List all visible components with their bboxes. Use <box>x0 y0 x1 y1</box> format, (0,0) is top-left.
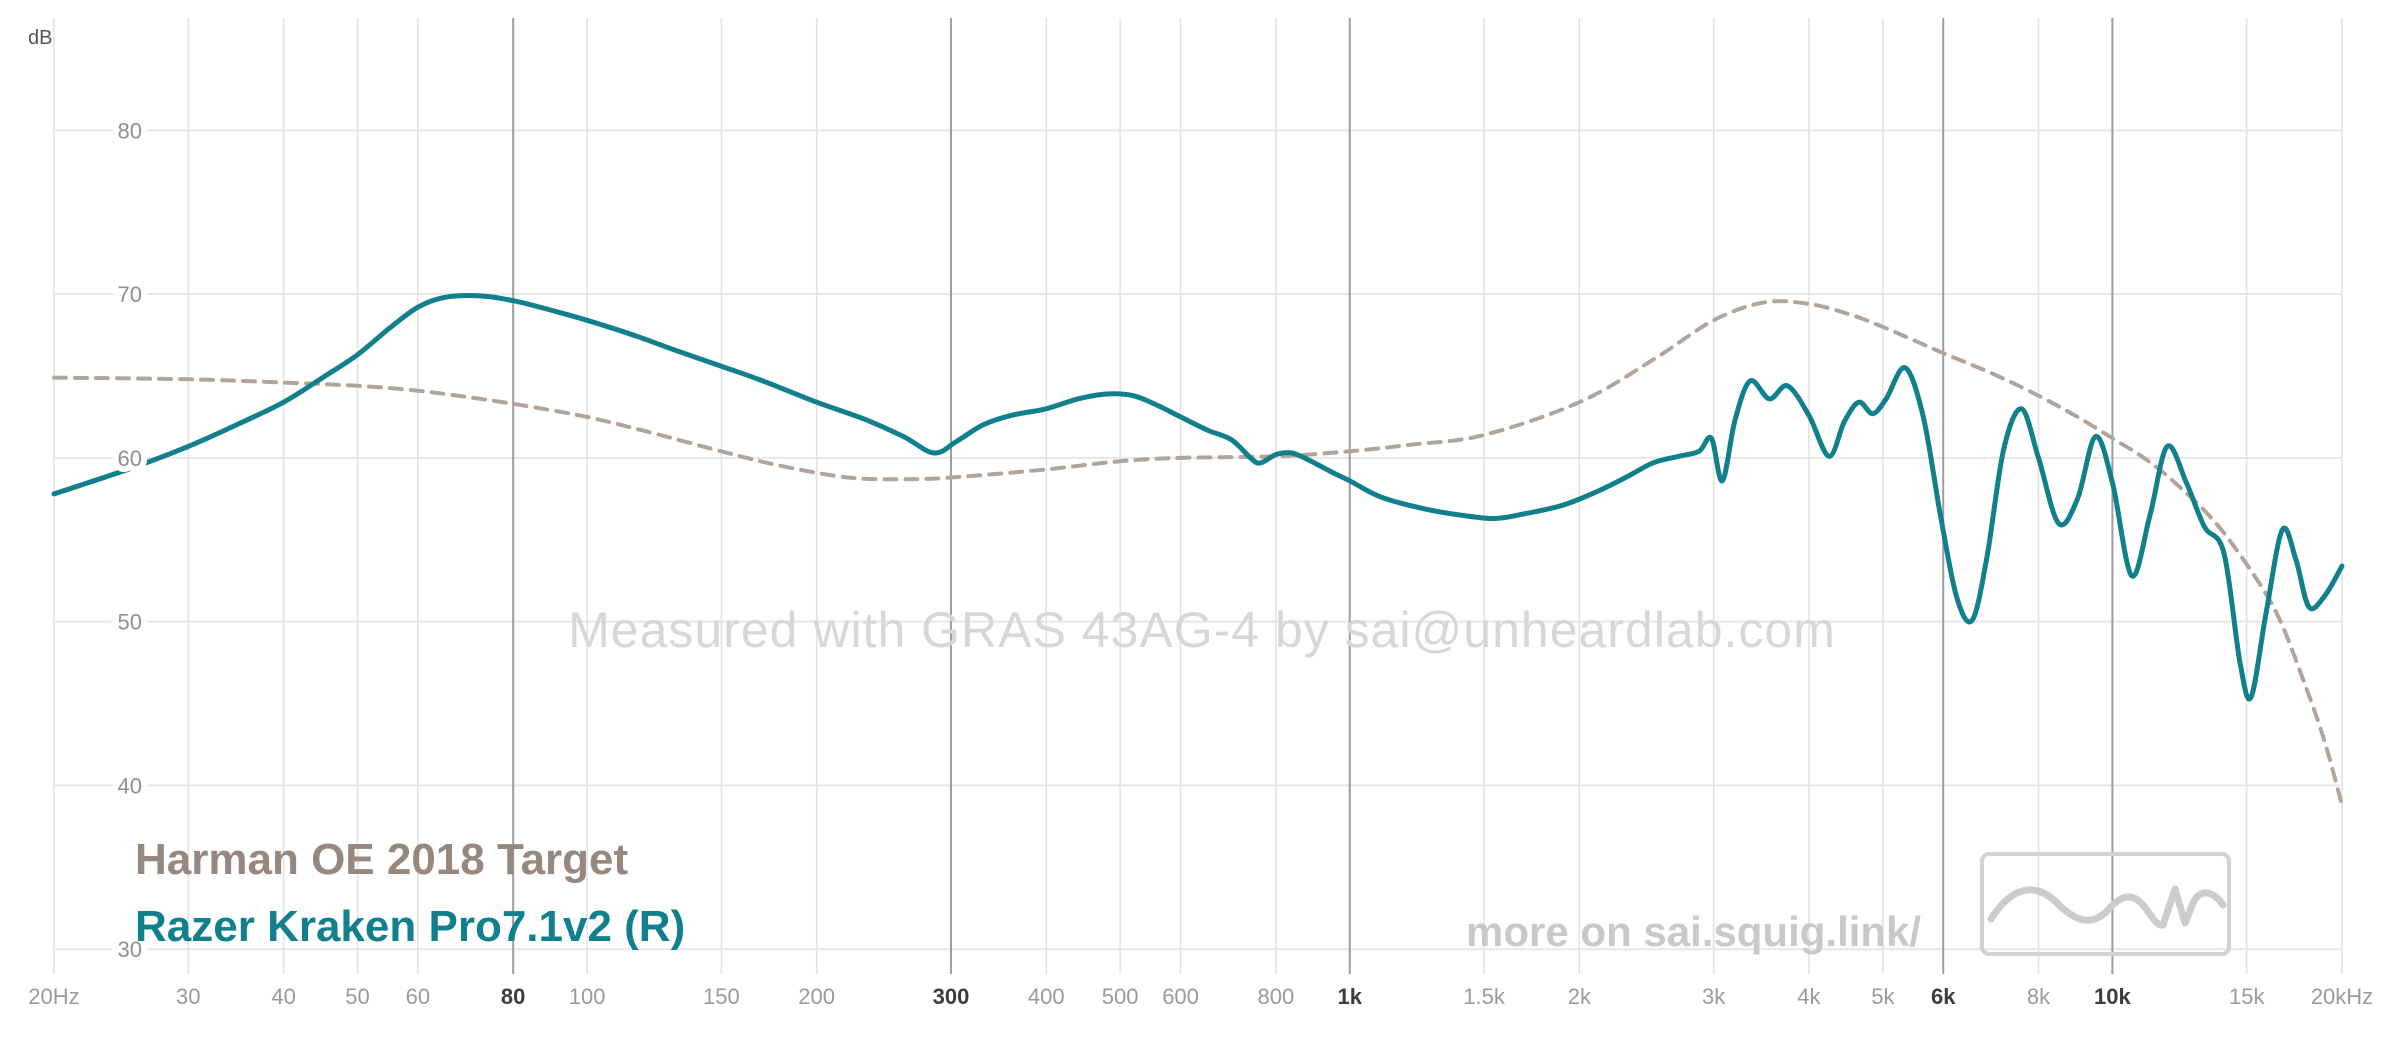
squiglink-logo[interactable] <box>1979 851 2232 957</box>
squiglink-site-link[interactable]: more on sai.squig.link/ <box>1466 908 1922 955</box>
x-tick-label: 100 <box>569 984 606 1009</box>
watermark: Measured with GRAS 43AG-4 by sai@unheard… <box>568 602 1836 658</box>
x-tick-label: 2k <box>1568 984 1592 1009</box>
legend-item-measurement[interactable]: Razer Kraken Pro7.1v2 (R) <box>135 902 686 951</box>
x-tick-label: 50 <box>345 984 369 1009</box>
x-tick-label: 30 <box>176 984 200 1009</box>
x-tick-label: 200 <box>798 984 835 1009</box>
y-tick-label: 80 <box>118 118 142 143</box>
y-axis-labels: 30 40 50 60 70 80 <box>112 112 148 968</box>
y-tick-label: 50 <box>118 610 142 635</box>
legend-item-target[interactable]: Harman OE 2018 Target <box>135 835 629 884</box>
x-tick-label: 400 <box>1028 984 1065 1009</box>
x-tick-label: 600 <box>1162 984 1199 1009</box>
x-tick-label: 1.5k <box>1463 984 1506 1009</box>
harman-target-curve <box>52 299 2344 808</box>
x-tick-label: 3k <box>1702 984 1726 1009</box>
y-tick-label: 30 <box>118 937 142 962</box>
x-tick-label: 15k <box>2229 984 2265 1009</box>
x-tick-label: 4k <box>1797 984 1821 1009</box>
x-tick-label: 5k <box>1871 984 1895 1009</box>
x-tick-label: 80 <box>501 984 525 1009</box>
x-tick-label: 6k <box>1931 984 1956 1009</box>
y-tick-label: 40 <box>118 773 142 798</box>
x-tick-label: 10k <box>2094 984 2131 1009</box>
x-tick-label: 40 <box>271 984 295 1009</box>
x-tick-label: 20Hz <box>28 984 79 1009</box>
gridlines <box>53 18 2343 974</box>
x-tick-label: 300 <box>933 984 970 1009</box>
x-tick-label: 60 <box>406 984 430 1009</box>
y-tick-label: 60 <box>118 446 142 471</box>
x-tick-label: 1k <box>1338 984 1363 1009</box>
squiglink-logo-icon <box>1980 852 2231 956</box>
x-tick-label: 8k <box>2027 984 2051 1009</box>
x-tick-label: 150 <box>703 984 740 1009</box>
x-tick-label: 500 <box>1102 984 1139 1009</box>
x-axis-labels: 20Hz 30 40 50 60 80 100 150 200 300 400 500 600 800 1k… <box>28 984 2373 1009</box>
x-tick-label: 800 <box>1257 984 1294 1009</box>
y-axis-unit-label: dB <box>28 27 52 49</box>
curves <box>51 293 2345 808</box>
kraken-measurement-curve <box>51 293 2345 702</box>
x-tick-label: 20kHz <box>2311 984 2373 1009</box>
y-tick-label: 70 <box>118 282 142 307</box>
